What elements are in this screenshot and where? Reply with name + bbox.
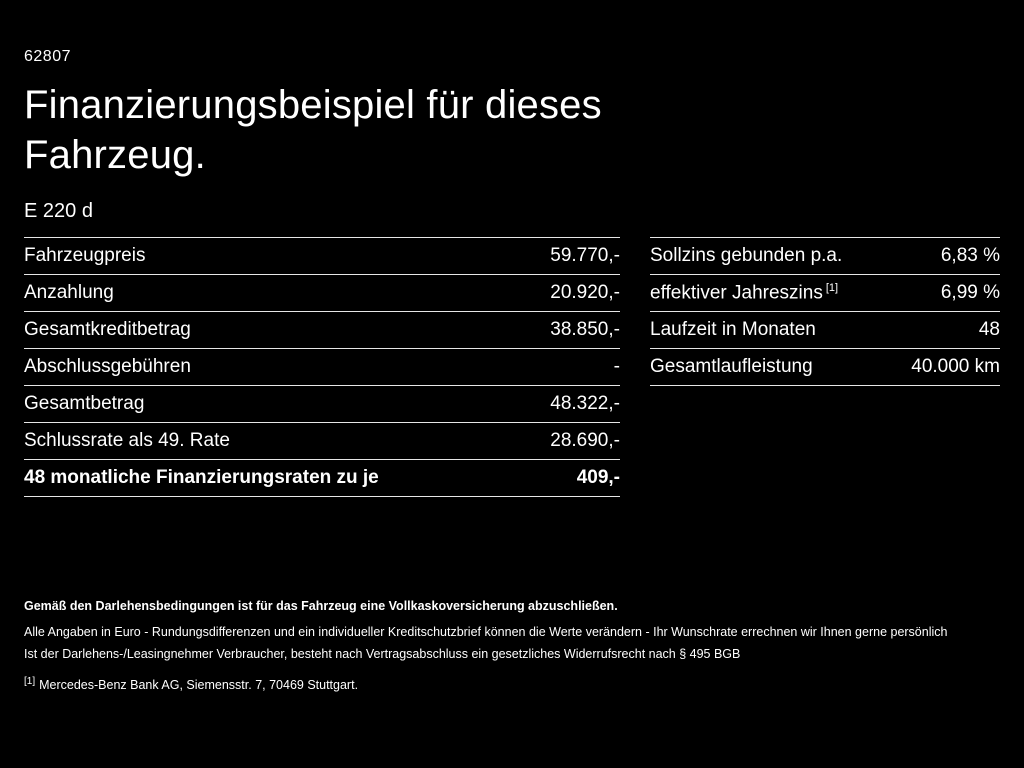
row-value: 28.690,- bbox=[550, 430, 620, 451]
row-value: 38.850,- bbox=[550, 319, 620, 340]
tables-container: Fahrzeugpreis 59.770,- Anzahlung 20.920,… bbox=[24, 237, 1000, 497]
row-label: 48 monatliche Finanzierungsraten zu je bbox=[24, 467, 379, 488]
footnote-line3: Ist der Darlehens-/Leasingnehmer Verbrau… bbox=[24, 646, 741, 661]
row-label: Sollzins gebunden p.a. bbox=[650, 245, 843, 266]
table-row: Gesamtbetrag 48.322,- bbox=[24, 385, 620, 422]
row-value: 59.770,- bbox=[550, 245, 620, 266]
table-row: Anzahlung 20.920,- bbox=[24, 274, 620, 311]
row-label: Abschlussgebühren bbox=[24, 356, 191, 377]
page-title-line2: Fahrzeug. bbox=[24, 133, 206, 177]
footnote-marker: [1] bbox=[825, 281, 839, 294]
page-title: Finanzierungsbeispiel für dieses Fahrzeu… bbox=[24, 80, 1000, 180]
conditions-table: Sollzins gebunden p.a. 6,83 % effektiver… bbox=[650, 237, 1000, 386]
vehicle-model: E 220 d bbox=[24, 200, 93, 222]
page-title-line1: Finanzierungsbeispiel für dieses bbox=[24, 83, 602, 127]
table-row: Sollzins gebunden p.a. 6,83 % bbox=[650, 237, 1000, 274]
footnote-line2: Alle Angaben in Euro - Rundungsdifferenz… bbox=[24, 624, 948, 639]
footnote-bank-text: Mercedes-Benz Bank AG, Siemensstr. 7, 70… bbox=[39, 677, 359, 692]
table-row-monthly-rate: 48 monatliche Finanzierungsraten zu je 4… bbox=[24, 459, 620, 496]
row-label: Anzahlung bbox=[24, 282, 114, 303]
table-row: Abschlussgebühren - bbox=[24, 348, 620, 385]
row-label: effektiver Jahreszins [1] bbox=[650, 281, 839, 304]
main-content: 62807 Finanzierungsbeispiel für dieses F… bbox=[24, 48, 1000, 497]
row-value: 6,99 % bbox=[940, 282, 1000, 303]
footnote-bank-reference: [1] Mercedes-Benz Bank AG, Siemensstr. 7,… bbox=[24, 675, 1000, 694]
row-label: Laufzeit in Monaten bbox=[650, 319, 816, 340]
row-value: 409,- bbox=[576, 467, 620, 488]
footnote-marker: [1] bbox=[24, 675, 36, 687]
row-label: Fahrzeugpreis bbox=[24, 245, 146, 266]
row-value: 48 bbox=[978, 319, 1000, 340]
row-value: - bbox=[613, 356, 620, 377]
footnote-insurance: Gemäß den Darlehensbedingungen ist für d… bbox=[24, 599, 618, 613]
document-code: 62807 bbox=[24, 48, 71, 65]
row-label: Gesamtkreditbetrag bbox=[24, 319, 191, 340]
row-label: Schlussrate als 49. Rate bbox=[24, 430, 230, 451]
table-row: Fahrzeugpreis 59.770,- bbox=[24, 237, 620, 274]
table-row: Laufzeit in Monaten 48 bbox=[650, 311, 1000, 348]
footnotes: Gemäß den Darlehensbedingungen ist für d… bbox=[24, 598, 1000, 694]
row-label: Gesamtbetrag bbox=[24, 393, 145, 414]
row-value: 40.000 km bbox=[911, 356, 1000, 377]
row-value: 48.322,- bbox=[550, 393, 620, 414]
table-row: Gesamtkreditbetrag 38.850,- bbox=[24, 311, 620, 348]
row-label: Gesamtlaufleistung bbox=[650, 356, 813, 377]
table-row: Schlussrate als 49. Rate 28.690,- bbox=[24, 422, 620, 459]
table-row: Gesamtlaufleistung 40.000 km bbox=[650, 348, 1000, 385]
row-value: 20.920,- bbox=[550, 282, 620, 303]
row-value: 6,83 % bbox=[940, 245, 1000, 266]
finance-table: Fahrzeugpreis 59.770,- Anzahlung 20.920,… bbox=[24, 237, 620, 497]
table-row: effektiver Jahreszins [1] 6,99 % bbox=[650, 274, 1000, 311]
